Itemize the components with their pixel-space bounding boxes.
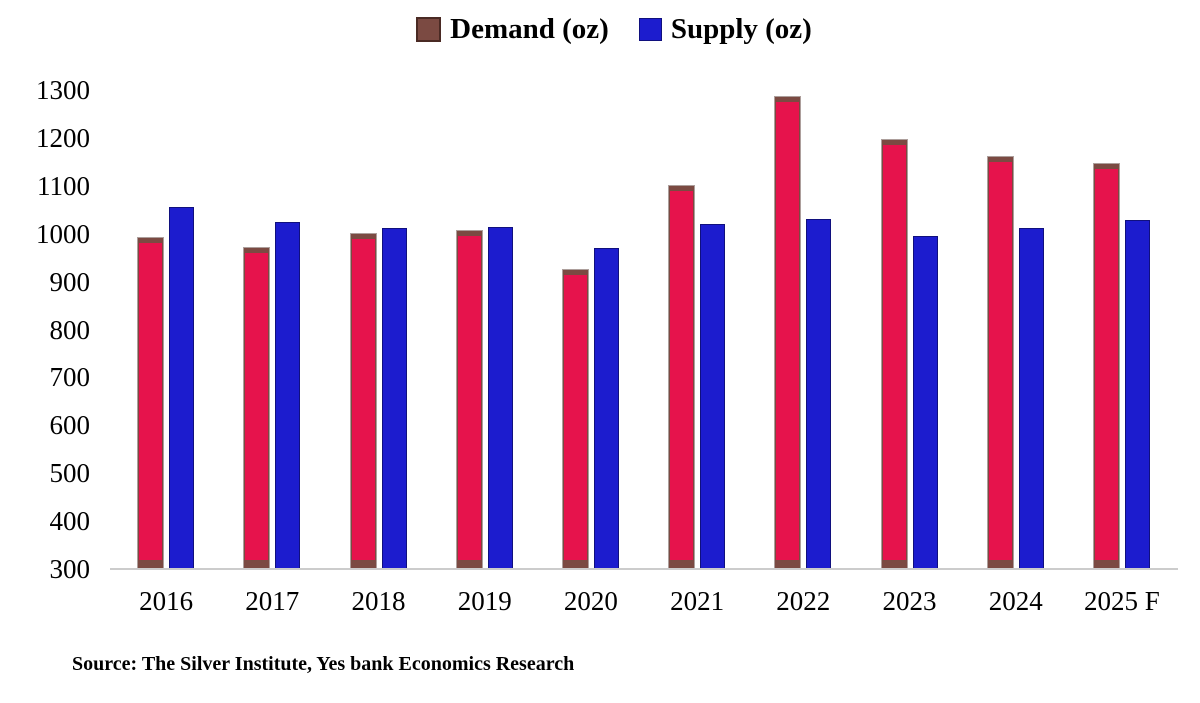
y-tick-label: 900	[49, 266, 91, 297]
y-tick-label: 1300	[36, 75, 90, 105]
bar-demand-fill	[882, 145, 906, 560]
demand-legend-label: Demand (oz)	[450, 13, 609, 45]
y-tick-label: 500	[49, 458, 91, 489]
legend-item-supply: Supply (oz)	[638, 13, 812, 46]
x-tick-label: 2024	[988, 586, 1043, 616]
x-tick-label: 2022	[776, 586, 831, 616]
y-tick-label: 800	[49, 314, 91, 345]
bar-demand-2017	[243, 247, 271, 570]
bar-demand-2025F	[1092, 163, 1120, 570]
x-tick-label: 2025 F	[1084, 586, 1160, 616]
bar-demand-2018	[349, 232, 377, 570]
bar-demand-2016	[137, 237, 165, 570]
y-tick-label: 1200	[36, 122, 90, 153]
bar-demand-fill	[457, 236, 481, 560]
x-tick-label: 2016	[139, 586, 194, 616]
x-tick-label: 2017	[245, 586, 300, 616]
bar-supply-2021	[700, 224, 726, 569]
bar-supply-2016	[169, 207, 195, 569]
bar-demand-fill	[1094, 169, 1118, 560]
supply-legend-label: Supply (oz)	[670, 13, 812, 45]
bar-demand-fill	[245, 253, 269, 560]
bar-demand-fill	[670, 190, 694, 560]
bar-supply-2018	[381, 227, 407, 569]
bar-supply-2022	[806, 219, 832, 569]
bar-demand-fill	[988, 162, 1012, 560]
chart-legend: Demand (oz) Supply (oz)	[14, 13, 1200, 46]
y-tick-label: 600	[49, 410, 91, 441]
supply-legend-swatch-icon	[638, 18, 662, 42]
bar-demand-fill	[563, 274, 587, 560]
bar-supply-2024	[1018, 227, 1044, 569]
bar-demand-2020	[561, 268, 589, 571]
bar-demand-fill	[776, 102, 800, 560]
bar-demand-2024	[986, 156, 1014, 570]
bar-demand-2021	[668, 184, 696, 570]
source-note: Source: The Silver Institute, Yes bank E…	[72, 653, 575, 675]
y-tick-label: 700	[49, 362, 91, 393]
x-tick-label: 2020	[563, 586, 618, 616]
bar-demand-fill	[139, 243, 163, 560]
y-tick-label: 1000	[36, 218, 90, 249]
bar-supply-2023	[912, 236, 938, 569]
bar-demand-fill	[351, 238, 375, 560]
x-tick-label: 2019	[457, 586, 512, 616]
bar-supply-2020	[593, 248, 619, 569]
demand-legend-swatch-icon	[416, 17, 442, 43]
x-tick-label: 2023	[882, 586, 937, 616]
bar-supply-2017	[275, 221, 301, 569]
bar-demand-2019	[455, 230, 483, 570]
x-tick-label: 2018	[351, 586, 406, 616]
bar-demand-2022	[774, 96, 802, 570]
bar-demand-2023	[880, 139, 908, 570]
bar-supply-2019	[487, 226, 513, 569]
y-tick-label: 300	[49, 554, 91, 584]
bar-supply-2025F	[1124, 220, 1150, 569]
x-tick-label: 2021	[670, 586, 725, 616]
legend-item-demand: Demand (oz)	[416, 13, 609, 46]
y-tick-label: 400	[49, 506, 91, 537]
y-tick-label: 1100	[37, 170, 90, 201]
x-axis-line	[110, 568, 1178, 570]
